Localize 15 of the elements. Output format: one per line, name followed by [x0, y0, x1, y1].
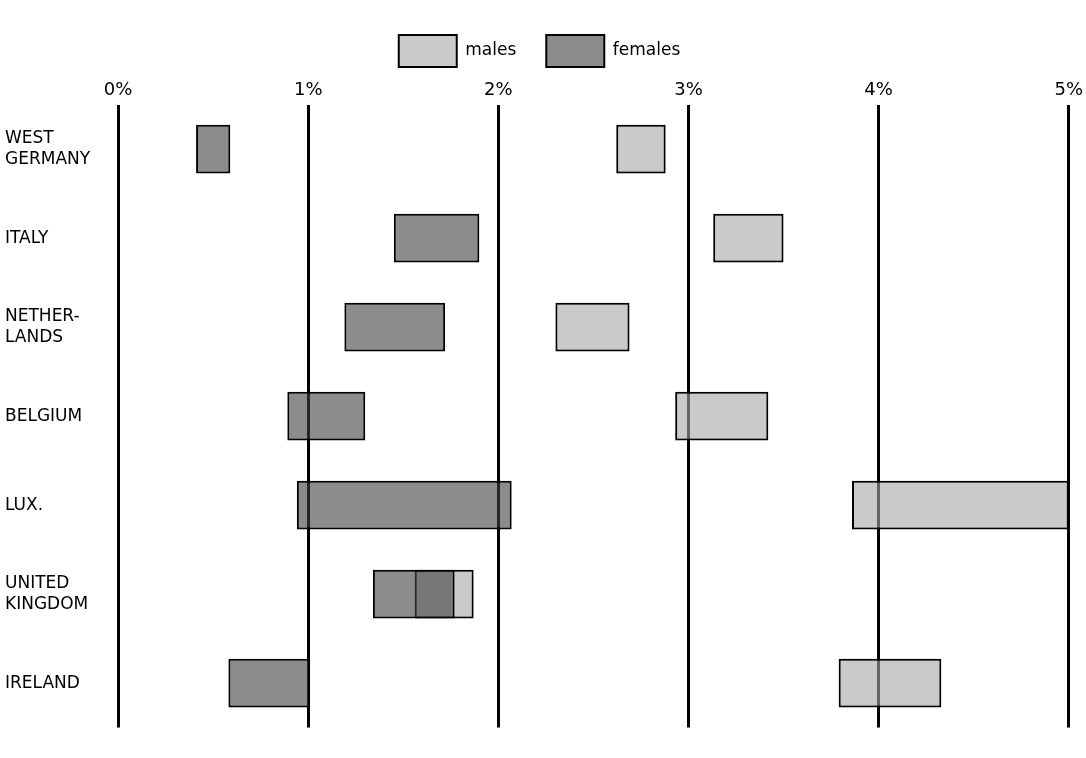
y-tick-label: NETHER- LANDS — [5, 305, 80, 346]
x-tick-label: 2% — [484, 78, 513, 100]
y-tick-label: UNITED KINGDOM — [5, 572, 89, 613]
y-tick-label: LUX. — [5, 493, 44, 514]
y-tick-label: IRELAND — [5, 671, 80, 692]
x-tick-label: 5% — [1054, 78, 1083, 100]
x-tick-label: 4% — [864, 78, 893, 100]
y-tick-label: BELGIUM — [5, 404, 83, 425]
y-tick-label: ITALY — [5, 226, 49, 247]
y-tick-label: WEST GERMANY — [5, 127, 91, 168]
x-tick-label: 0% — [103, 78, 133, 100]
x-tick-label: 1% — [293, 78, 323, 100]
legend-label: females — [612, 39, 681, 60]
legend-label: males — [465, 39, 517, 60]
x-tick-label: 3% — [674, 78, 703, 100]
